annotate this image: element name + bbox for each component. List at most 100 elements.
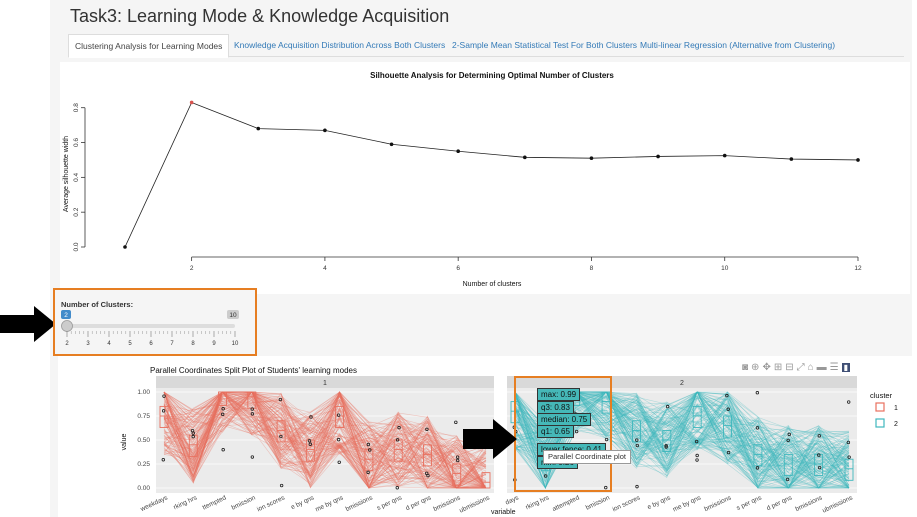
zoom-out-icon[interactable]: ⊟ [785, 362, 797, 373]
pc-x-tick: bmission [585, 494, 612, 511]
silhouette-y-tick: 0.6 [73, 138, 80, 147]
pc-line-cluster-1 [163, 391, 486, 489]
pc-line-cluster-1 [163, 391, 487, 489]
pc-outlier [664, 444, 668, 448]
cluster-slider[interactable]: 2 10 2 3 4 5 6 7 8 9 10 [55, 310, 255, 354]
autoscale-icon[interactable]: ⤢ [796, 362, 808, 373]
pc-line-cluster-1 [163, 391, 487, 486]
pc-outlier [336, 413, 341, 417]
pc-box[interactable] [247, 391, 257, 409]
pc-line-cluster-1 [163, 391, 487, 489]
silhouette-point [389, 142, 394, 147]
pc-x-tick: d per qns [766, 494, 794, 512]
pc-grid [156, 391, 857, 489]
pc-line-cluster-1 [163, 393, 487, 489]
silhouette-point [856, 158, 860, 162]
pc-line-cluster-1 [163, 391, 487, 489]
plotly-logo-icon[interactable]: ▮ [841, 363, 851, 372]
slider-label: Number of Clusters: [61, 300, 134, 309]
pc-box[interactable] [753, 444, 763, 467]
pc-line-cluster-1 [163, 391, 486, 489]
pc-box[interactable] [159, 405, 169, 428]
pc-line-cluster-1 [163, 391, 487, 489]
slider-tick-label: 9 [212, 341, 216, 347]
pc-line-cluster-1 [163, 391, 487, 489]
slider-handle[interactable] [61, 320, 73, 332]
pc-line-cluster-1 [163, 391, 486, 489]
pc-line-cluster-1 [163, 391, 487, 489]
pc-x-tick: weekdays [139, 494, 170, 513]
pc-line-cluster-1 [163, 399, 487, 489]
pc-box[interactable] [783, 453, 793, 476]
pc-line-cluster-1 [163, 391, 487, 489]
pc-line-cluster-1 [163, 391, 487, 489]
pc-box[interactable] [723, 415, 732, 438]
pc-outlier [221, 407, 225, 411]
pc-box[interactable] [393, 439, 403, 462]
pc-line-cluster-1 [163, 391, 487, 489]
pc-line-cluster-1 [163, 393, 487, 489]
tab-knowledge-distribution[interactable]: Knowledge Acquisition Distribution Acros… [234, 40, 446, 50]
tooltip-highlight-box [514, 376, 612, 492]
pc-line-cluster-1 [163, 391, 487, 489]
tab-mean-test[interactable]: 2-Sample Mean Statistical Test For Both … [452, 40, 638, 50]
legend-label-2: 2 [894, 421, 898, 428]
silhouette-x-tick: 4 [323, 265, 327, 272]
pc-box[interactable] [814, 453, 824, 476]
slider-max: 10 [229, 312, 237, 319]
pc-line-cluster-1 [163, 396, 487, 489]
pc-line-cluster-1 [163, 393, 487, 489]
pc-box[interactable] [276, 420, 286, 443]
pc-box[interactable] [844, 458, 854, 481]
pc-box[interactable] [481, 472, 491, 489]
pc-outlier [847, 400, 851, 404]
pc-outlier [368, 448, 372, 452]
pc-line-cluster-1 [163, 391, 487, 488]
camera-icon[interactable]: ◙ [742, 362, 752, 373]
slider-tick-label: 3 [86, 341, 90, 347]
compare-icon[interactable]: ☰ [829, 362, 842, 373]
zoom-in-icon[interactable]: ⊞ [773, 362, 786, 373]
pc-x-tick: rking hrs [525, 494, 551, 511]
pc-outlier [425, 427, 429, 432]
pc-x-tick: rking hrs [173, 494, 199, 511]
pc-box[interactable] [662, 429, 672, 452]
pc-outlier [395, 486, 399, 490]
pc-x-tick: ion scores [256, 494, 286, 513]
pc-box[interactable] [218, 391, 227, 406]
pc-outlier [454, 420, 458, 425]
pc-line-cluster-1 [163, 391, 487, 489]
pc-box[interactable] [692, 405, 702, 428]
pc-line-cluster-1 [163, 391, 487, 468]
plotly-modebar: ◙⊕✥⊞⊟⤢⌂▬☰ ▮ [742, 362, 851, 373]
tab-regression[interactable]: Multi-linear Regression (Alternative fro… [640, 40, 836, 50]
pc-line-cluster-1 [163, 393, 487, 489]
legend-swatch-1[interactable] [875, 402, 885, 412]
silhouette-line [124, 101, 859, 248]
legend-swatch-2[interactable] [875, 418, 885, 428]
pc-line-cluster-1 [163, 391, 487, 480]
pc-line-cluster-1 [163, 391, 487, 469]
pc-box[interactable] [632, 420, 641, 443]
pc-box[interactable] [423, 444, 432, 467]
pc-box[interactable] [452, 463, 462, 486]
pc-line-cluster-1 [163, 392, 487, 489]
pc-xlabel: variable [491, 509, 516, 516]
zoom-icon[interactable]: ⊕ [751, 362, 763, 373]
pc-outlier [695, 458, 699, 462]
pan-icon[interactable]: ✥ [762, 362, 774, 373]
silhouette-point [323, 128, 327, 133]
pc-outlier [817, 453, 821, 457]
pc-x-tick: ion scores [611, 494, 641, 513]
spike-icon[interactable]: ▬ [816, 362, 830, 373]
pc-title: Parallel Coordinates Split Plot of Stude… [150, 366, 357, 375]
tab-clustering-analysis[interactable]: Clustering Analysis for Learning Modes [68, 34, 230, 58]
pc-line-cluster-1 [163, 391, 487, 489]
silhouette-point [589, 156, 594, 160]
pc-line-cluster-1 [163, 406, 487, 488]
pc-line-cluster-1 [163, 391, 486, 489]
pc-outlier [307, 439, 312, 443]
pc-line-cluster-1 [163, 391, 487, 489]
pc-box[interactable] [335, 405, 345, 428]
home-icon[interactable]: ⌂ [807, 362, 817, 373]
